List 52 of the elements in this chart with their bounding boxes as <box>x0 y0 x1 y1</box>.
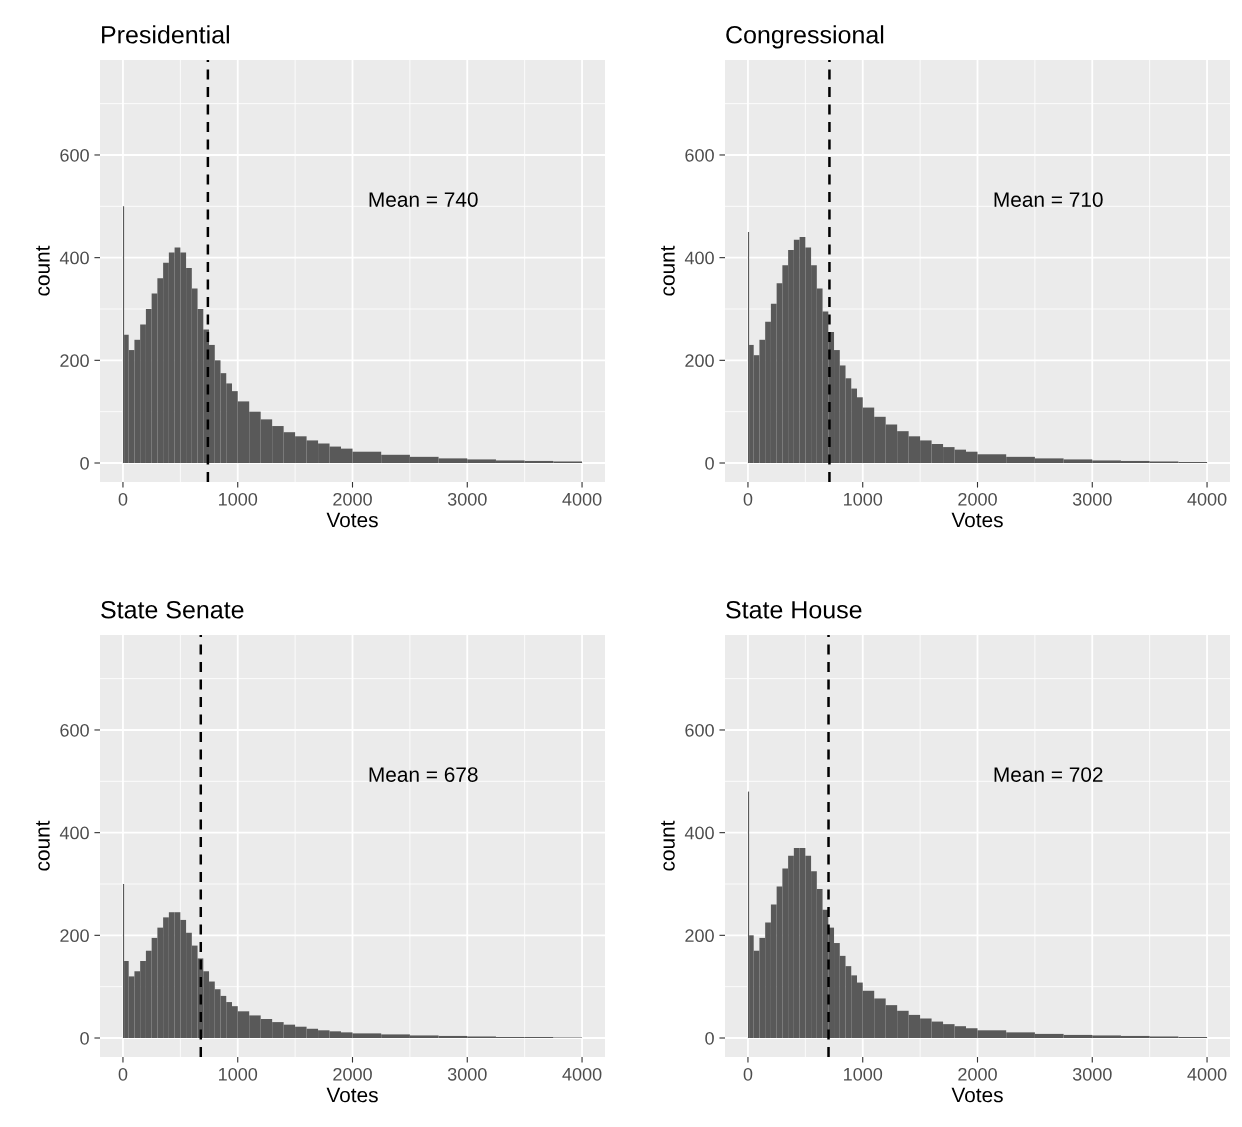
y-tick-label: 600 <box>60 148 89 162</box>
x-tick-label: 3000 <box>447 492 487 506</box>
x-tick-label: 3000 <box>1072 492 1112 506</box>
y-tick-label: 0 <box>80 1031 89 1045</box>
y-axis-title: count <box>661 245 675 296</box>
y-tick-label: 0 <box>80 456 89 470</box>
x-tick-label: 1000 <box>219 492 258 506</box>
chart-title: Congressional <box>726 25 884 49</box>
x-tick-label: 1000 <box>844 1067 883 1081</box>
y-tick-label: 400 <box>59 826 89 840</box>
y-axis-title: count <box>36 245 50 296</box>
y-tick-label: 200 <box>685 929 714 943</box>
y-tick-label: 600 <box>60 723 89 737</box>
x-tick-label: 2000 <box>958 1067 997 1081</box>
x-tick-label: 4000 <box>562 1067 602 1081</box>
y-tick-label: 600 <box>685 148 714 162</box>
x-tick-label: 0 <box>118 492 128 506</box>
y-tick-label: 400 <box>684 826 714 840</box>
x-tick-label: 1000 <box>219 1067 258 1081</box>
x-tick-label: 2000 <box>958 492 997 506</box>
y-axis-title: count <box>36 820 50 871</box>
x-tick-label: 4000 <box>1187 492 1227 506</box>
x-tick-label: 4000 <box>1187 1067 1227 1081</box>
x-tick-label: 1000 <box>844 492 883 506</box>
x-tick-label: 2000 <box>333 492 372 506</box>
x-tick-label: 0 <box>118 1067 128 1081</box>
annotation: Mean = 710 <box>994 192 1103 207</box>
y-tick-label: 200 <box>685 354 714 368</box>
y-tick-label: 600 <box>685 723 714 737</box>
chart-title: State House <box>726 600 862 619</box>
y-tick-label: 200 <box>60 929 89 943</box>
y-axis-title: count <box>661 820 675 871</box>
x-tick-label: 3000 <box>447 1067 487 1081</box>
annotation: Mean = 678 <box>369 767 478 782</box>
y-tick-label: 400 <box>59 251 89 265</box>
x-tick-label: 4000 <box>562 492 602 506</box>
annotation: Mean = 740 <box>369 192 478 207</box>
y-tick-label: 200 <box>60 354 89 368</box>
x-axis-title: Votes <box>326 1087 378 1103</box>
x-tick-label: 0 <box>743 492 753 506</box>
x-tick-label: 2000 <box>333 1067 372 1081</box>
x-tick-label: 0 <box>743 1067 753 1081</box>
x-axis-title: Votes <box>326 512 378 528</box>
y-tick-label: 0 <box>705 456 714 470</box>
chart-title: Presidential <box>102 25 229 44</box>
x-tick-label: 3000 <box>1072 1067 1112 1081</box>
annotation: Mean = 702 <box>994 767 1103 782</box>
x-axis-title: Votes <box>951 512 1003 528</box>
y-tick-label: 400 <box>684 251 714 265</box>
chart-title: State Senate <box>101 600 244 619</box>
y-tick-label: 0 <box>705 1031 714 1045</box>
x-axis-title: Votes <box>951 1087 1003 1103</box>
